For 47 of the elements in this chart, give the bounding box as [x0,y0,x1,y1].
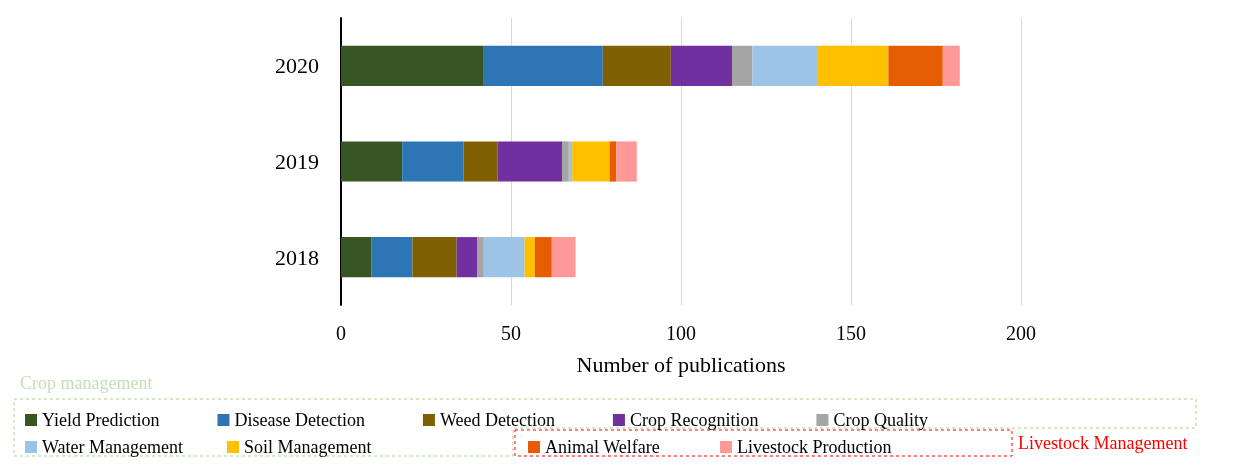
x-tick-label: 0 [336,322,346,344]
legend-label: Water Management [42,437,183,457]
bar [524,237,535,278]
bar [341,237,372,278]
legend-label: Yield Prediction [42,410,160,430]
x-tick-label: 200 [1006,322,1036,344]
bar [497,141,562,182]
bar [412,237,457,278]
y-tick-label: 2019 [275,149,319,174]
x-axis-title: Number of publications [576,351,786,377]
text: Crop management [20,373,153,393]
bar [371,237,413,278]
y-tick-label: 2018 [275,244,319,270]
bar [477,237,484,278]
legend-label: Soil Management [243,437,372,457]
x-tick-label: 50 [501,322,521,344]
bar [942,45,960,86]
bar [402,141,464,182]
bar [888,45,943,86]
bar [752,45,817,86]
bar [732,45,753,86]
bar [341,141,403,182]
bar [551,237,576,278]
legend-label: Animal Welfare [545,437,660,457]
legend-label: Crop Recognition [629,410,759,430]
bar [456,237,477,278]
x-tick-label: 100 [666,322,696,344]
bar [483,45,603,86]
bar [534,237,552,278]
legend-label: Crop Quality [833,410,928,430]
y-tick-label: 2020 [275,53,319,79]
bar [463,141,498,182]
bar [562,141,569,182]
bar [817,45,889,86]
legend-label: Livestock Production [737,437,892,457]
bar [483,237,525,278]
bar [670,45,732,86]
bar [568,141,573,182]
legend-label: Disease Detection [234,410,365,430]
bar [616,141,637,182]
text: Livestock Management [1018,433,1188,453]
bar [341,45,484,86]
bar [609,141,617,182]
bar [572,141,610,182]
x-tick-label: 150 [836,322,866,344]
legend-label: Weed Detection [439,410,555,430]
bar [602,45,671,86]
